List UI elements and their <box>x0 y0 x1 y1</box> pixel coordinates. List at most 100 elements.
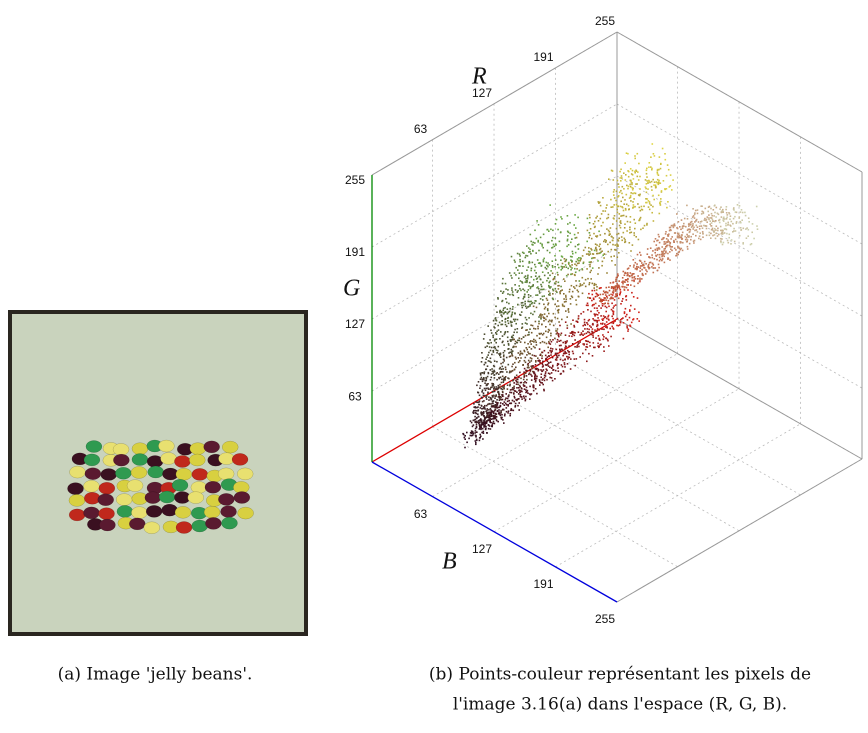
color-point <box>508 402 511 405</box>
color-point <box>679 226 681 228</box>
color-point <box>464 435 466 437</box>
color-point <box>595 248 598 251</box>
color-point <box>545 318 547 321</box>
color-point <box>595 250 598 252</box>
color-point <box>534 375 537 377</box>
color-point <box>600 343 602 346</box>
color-point <box>586 322 588 324</box>
grid-line <box>432 353 678 497</box>
color-point <box>559 348 561 351</box>
color-point <box>591 355 594 357</box>
color-point <box>525 369 527 372</box>
color-point <box>575 264 578 267</box>
color-point <box>612 327 614 329</box>
color-point <box>717 229 719 232</box>
color-point <box>528 352 530 355</box>
color-point <box>563 301 566 303</box>
color-point <box>478 439 481 442</box>
color-point <box>557 310 559 312</box>
color-point <box>648 162 651 164</box>
color-point <box>724 228 727 230</box>
color-point <box>588 222 591 224</box>
color-point <box>557 228 559 231</box>
color-point <box>597 201 600 203</box>
color-point <box>508 352 510 354</box>
color-point <box>552 312 555 315</box>
color-point <box>490 412 492 415</box>
color-point <box>503 404 506 406</box>
color-point <box>624 271 627 274</box>
color-point <box>616 324 618 327</box>
color-point <box>627 152 629 155</box>
color-point <box>596 321 598 323</box>
color-point <box>600 322 602 325</box>
color-point <box>510 324 513 326</box>
color-point <box>538 348 541 350</box>
jelly-bean <box>83 506 100 520</box>
color-point <box>519 313 521 316</box>
color-point <box>510 409 513 411</box>
color-point <box>523 397 525 399</box>
color-point <box>510 255 513 258</box>
color-point <box>686 248 689 250</box>
color-point <box>639 279 641 281</box>
color-point <box>550 332 552 335</box>
color-point <box>634 157 636 160</box>
color-point <box>516 328 519 330</box>
color-point <box>485 396 487 399</box>
color-point <box>656 178 659 181</box>
color-point <box>658 179 660 182</box>
color-point <box>665 241 667 243</box>
color-point <box>519 255 521 257</box>
color-point <box>471 425 474 428</box>
color-point <box>529 352 531 355</box>
color-point <box>550 320 552 322</box>
color-point <box>494 414 496 417</box>
color-point <box>468 437 470 440</box>
color-point <box>571 290 574 293</box>
color-point <box>656 182 659 184</box>
color-point <box>728 213 731 215</box>
color-point <box>567 244 570 246</box>
color-point <box>546 360 549 362</box>
color-point <box>546 279 548 282</box>
color-point <box>524 341 526 344</box>
color-point <box>692 208 694 210</box>
color-point <box>574 271 577 274</box>
color-point <box>713 231 715 233</box>
color-point <box>529 328 531 330</box>
color-point <box>626 284 628 286</box>
color-point <box>536 368 539 370</box>
color-point <box>627 328 630 331</box>
color-point <box>625 295 627 298</box>
color-point <box>473 406 475 408</box>
color-point <box>633 218 635 221</box>
color-point <box>486 415 488 417</box>
color-point <box>681 227 684 230</box>
color-point <box>640 205 643 208</box>
color-point <box>528 346 531 348</box>
color-point <box>563 298 565 300</box>
color-point <box>635 236 637 238</box>
color-point <box>522 304 525 307</box>
color-point <box>549 204 551 206</box>
color-point <box>703 224 705 227</box>
color-point <box>514 318 517 321</box>
color-point <box>612 317 614 320</box>
color-point <box>725 224 727 227</box>
color-point <box>648 166 650 168</box>
color-point <box>472 411 474 413</box>
color-point <box>509 389 512 391</box>
color-point <box>606 317 608 320</box>
color-point <box>601 318 603 321</box>
color-point <box>578 243 580 246</box>
color-point <box>725 212 728 214</box>
color-point <box>475 441 477 444</box>
color-point <box>732 222 734 225</box>
color-point <box>540 381 542 384</box>
color-point <box>622 317 624 319</box>
jelly-bean <box>221 440 239 454</box>
color-point <box>593 282 596 285</box>
color-point <box>653 184 655 186</box>
color-point <box>720 240 722 242</box>
